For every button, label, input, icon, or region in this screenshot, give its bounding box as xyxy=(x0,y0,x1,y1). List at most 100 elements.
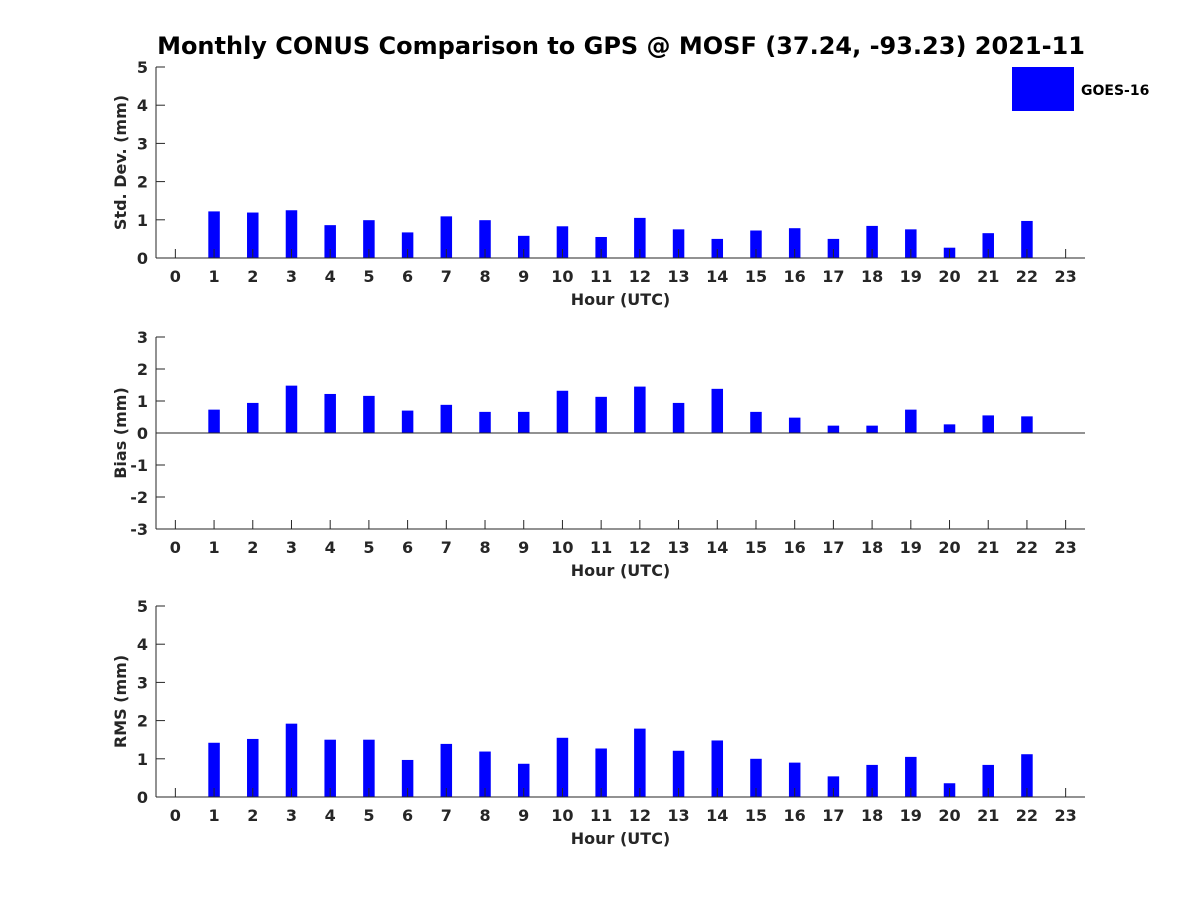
x-tick-label-rms: 8 xyxy=(479,806,490,825)
x-tick-label-bias: 4 xyxy=(325,538,336,557)
x-tick-label-bias: 16 xyxy=(784,538,806,557)
x-tick-label-bias: 3 xyxy=(286,538,297,557)
x-tick-label-stddev: 23 xyxy=(1055,267,1077,286)
x-tick-label-rms: 22 xyxy=(1016,806,1038,825)
bar-bias-hour-21 xyxy=(982,415,994,433)
x-tick-label-rms: 12 xyxy=(629,806,651,825)
x-tick-label-stddev: 5 xyxy=(363,267,374,286)
x-tick-label-rms: 16 xyxy=(784,806,806,825)
bar-stddev-hour-9 xyxy=(517,235,530,258)
bar-stddev-hour-8 xyxy=(479,220,491,258)
x-tick-label-stddev: 20 xyxy=(938,267,960,286)
bar-bias-hour-9 xyxy=(517,411,530,433)
y-tick-label-stddev: 3 xyxy=(137,134,148,153)
x-tick-label-rms: 1 xyxy=(208,806,219,825)
x-tick-label-rms: 20 xyxy=(938,806,960,825)
bar-stddev-hour-13 xyxy=(672,229,685,258)
bar-bias-hour-4 xyxy=(324,393,336,433)
x-tick-label-rms: 5 xyxy=(363,806,374,825)
chart-title: Monthly CONUS Comparison to GPS @ MOSF (… xyxy=(157,32,1085,60)
bar-stddev-hour-1 xyxy=(208,211,220,258)
x-tick-label-stddev: 22 xyxy=(1016,267,1038,286)
legend-swatch-goes-16 xyxy=(1012,67,1074,111)
x-tick-label-rms: 7 xyxy=(441,806,452,825)
x-tick-label-rms: 9 xyxy=(518,806,529,825)
x-tick-label-stddev: 21 xyxy=(977,267,999,286)
bar-bias-hour-8 xyxy=(479,411,491,433)
bar-stddev-hour-4 xyxy=(324,225,336,258)
bar-stddev-hour-3 xyxy=(285,210,298,258)
x-tick-label-rms: 23 xyxy=(1055,806,1077,825)
y-tick-label-bias: 0 xyxy=(137,424,148,443)
y-tick-label-bias: -2 xyxy=(130,488,148,507)
y-tick-label-bias: -1 xyxy=(130,456,148,475)
x-tick-label-stddev: 17 xyxy=(822,267,844,286)
bar-stddev-hour-22 xyxy=(1021,220,1033,258)
bar-bias-hour-3 xyxy=(285,385,298,433)
bar-bias-hour-20 xyxy=(943,424,956,433)
bar-rms-hour-4 xyxy=(324,739,336,797)
x-tick-label-stddev: 18 xyxy=(861,267,883,286)
x-tick-label-bias: 14 xyxy=(706,538,728,557)
bar-bias-hour-15 xyxy=(750,411,762,433)
x-tick-label-bias: 6 xyxy=(402,538,413,557)
x-tick-label-stddev: 7 xyxy=(441,267,452,286)
x-tick-label-bias: 23 xyxy=(1055,538,1077,557)
y-tick-label-rms: 0 xyxy=(137,788,148,807)
legend-label-goes-16: GOES-16 xyxy=(1081,83,1149,99)
bar-bias-hour-14 xyxy=(711,388,724,433)
x-tick-label-rms: 11 xyxy=(590,806,612,825)
bar-rms-hour-19 xyxy=(905,756,917,797)
x-tick-label-stddev: 15 xyxy=(745,267,767,286)
y-axis-label-stddev: Std. Dev. (mm) xyxy=(111,95,130,230)
x-tick-label-bias: 12 xyxy=(629,538,651,557)
x-tick-label-stddev: 9 xyxy=(518,267,529,286)
x-tick-label-stddev: 2 xyxy=(247,267,258,286)
y-tick-label-stddev: 4 xyxy=(137,96,148,115)
bar-rms-hour-6 xyxy=(401,759,414,797)
y-tick-label-bias: -3 xyxy=(130,520,148,539)
bar-bias-hour-2 xyxy=(247,402,259,433)
x-tick-label-rms: 2 xyxy=(247,806,258,825)
x-tick-label-stddev: 4 xyxy=(325,267,336,286)
bar-rms-hour-18 xyxy=(866,764,878,797)
x-tick-label-stddev: 6 xyxy=(402,267,413,286)
bar-rms-hour-7 xyxy=(440,743,453,797)
x-tick-label-stddev: 14 xyxy=(706,267,728,286)
x-axis-label-rms: Hour (UTC) xyxy=(571,829,671,848)
x-tick-label-stddev: 13 xyxy=(667,267,689,286)
bar-bias-hour-22 xyxy=(1021,416,1033,433)
y-tick-label-stddev: 0 xyxy=(137,249,148,268)
y-tick-label-rms: 5 xyxy=(137,597,148,616)
bar-bias-hour-6 xyxy=(401,410,414,433)
x-tick-label-rms: 18 xyxy=(861,806,883,825)
bar-rms-hour-5 xyxy=(363,739,375,797)
x-tick-label-rms: 4 xyxy=(325,806,336,825)
x-tick-label-rms: 0 xyxy=(170,806,181,825)
bar-bias-hour-13 xyxy=(672,402,685,433)
x-tick-label-bias: 19 xyxy=(900,538,922,557)
y-tick-label-rms: 2 xyxy=(137,712,148,731)
y-tick-label-rms: 1 xyxy=(137,750,148,769)
bar-bias-hour-12 xyxy=(634,386,646,433)
x-tick-label-rms: 15 xyxy=(745,806,767,825)
bar-rms-hour-2 xyxy=(247,738,259,797)
x-tick-label-stddev: 12 xyxy=(629,267,651,286)
bar-stddev-hour-5 xyxy=(363,220,375,258)
bar-stddev-hour-17 xyxy=(827,238,840,258)
legend: GOES-16 xyxy=(1012,67,1149,111)
bar-stddev-hour-2 xyxy=(247,212,259,258)
bar-bias-hour-5 xyxy=(363,395,375,433)
bar-rms-hour-22 xyxy=(1021,754,1033,797)
x-tick-label-stddev: 1 xyxy=(208,267,219,286)
x-tick-label-bias: 21 xyxy=(977,538,999,557)
bar-rms-hour-9 xyxy=(517,763,530,797)
x-tick-label-rms: 19 xyxy=(900,806,922,825)
x-tick-label-bias: 2 xyxy=(247,538,258,557)
bar-bias-hour-19 xyxy=(905,409,917,433)
bar-stddev-hour-10 xyxy=(556,226,569,258)
x-tick-label-bias: 18 xyxy=(861,538,883,557)
